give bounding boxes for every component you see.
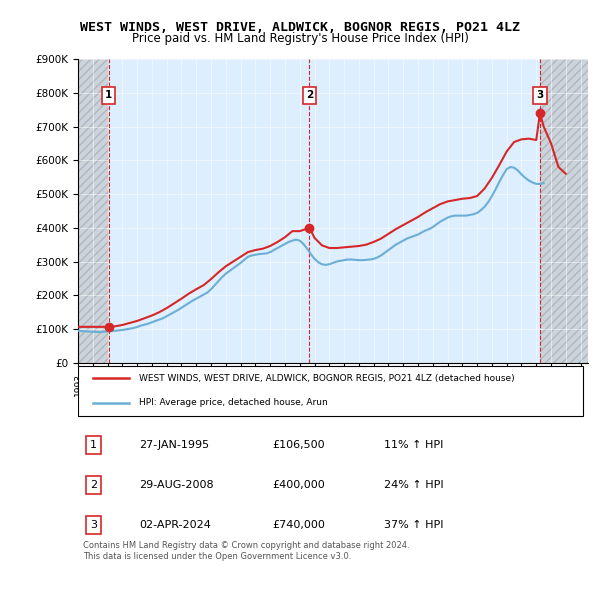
Text: £400,000: £400,000	[272, 480, 325, 490]
Text: 1: 1	[90, 440, 97, 450]
Text: 11% ↑ HPI: 11% ↑ HPI	[384, 440, 443, 450]
Text: 37% ↑ HPI: 37% ↑ HPI	[384, 520, 443, 530]
Text: HPI: Average price, detached house, Arun: HPI: Average price, detached house, Arun	[139, 398, 328, 407]
Bar	[78, 59, 109, 363]
Text: 27-JAN-1995: 27-JAN-1995	[139, 440, 209, 450]
Text: £106,500: £106,500	[272, 440, 325, 450]
Text: 2: 2	[306, 90, 313, 100]
Text: 3: 3	[536, 90, 544, 100]
Bar	[540, 59, 588, 363]
Text: 1: 1	[105, 90, 112, 100]
Text: £740,000: £740,000	[272, 520, 325, 530]
Text: 3: 3	[90, 520, 97, 530]
Text: 24% ↑ HPI: 24% ↑ HPI	[384, 480, 443, 490]
Text: WEST WINDS, WEST DRIVE, ALDWICK, BOGNOR REGIS, PO21 4LZ (detached house): WEST WINDS, WEST DRIVE, ALDWICK, BOGNOR …	[139, 373, 515, 383]
Text: Price paid vs. HM Land Registry's House Price Index (HPI): Price paid vs. HM Land Registry's House …	[131, 32, 469, 45]
Text: WEST WINDS, WEST DRIVE, ALDWICK, BOGNOR REGIS, PO21 4LZ: WEST WINDS, WEST DRIVE, ALDWICK, BOGNOR …	[80, 21, 520, 34]
Text: Contains HM Land Registry data © Crown copyright and database right 2024.
This d: Contains HM Land Registry data © Crown c…	[83, 542, 410, 561]
FancyBboxPatch shape	[78, 366, 583, 416]
Text: 2: 2	[90, 480, 97, 490]
Text: 29-AUG-2008: 29-AUG-2008	[139, 480, 214, 490]
Text: 02-APR-2024: 02-APR-2024	[139, 520, 211, 530]
